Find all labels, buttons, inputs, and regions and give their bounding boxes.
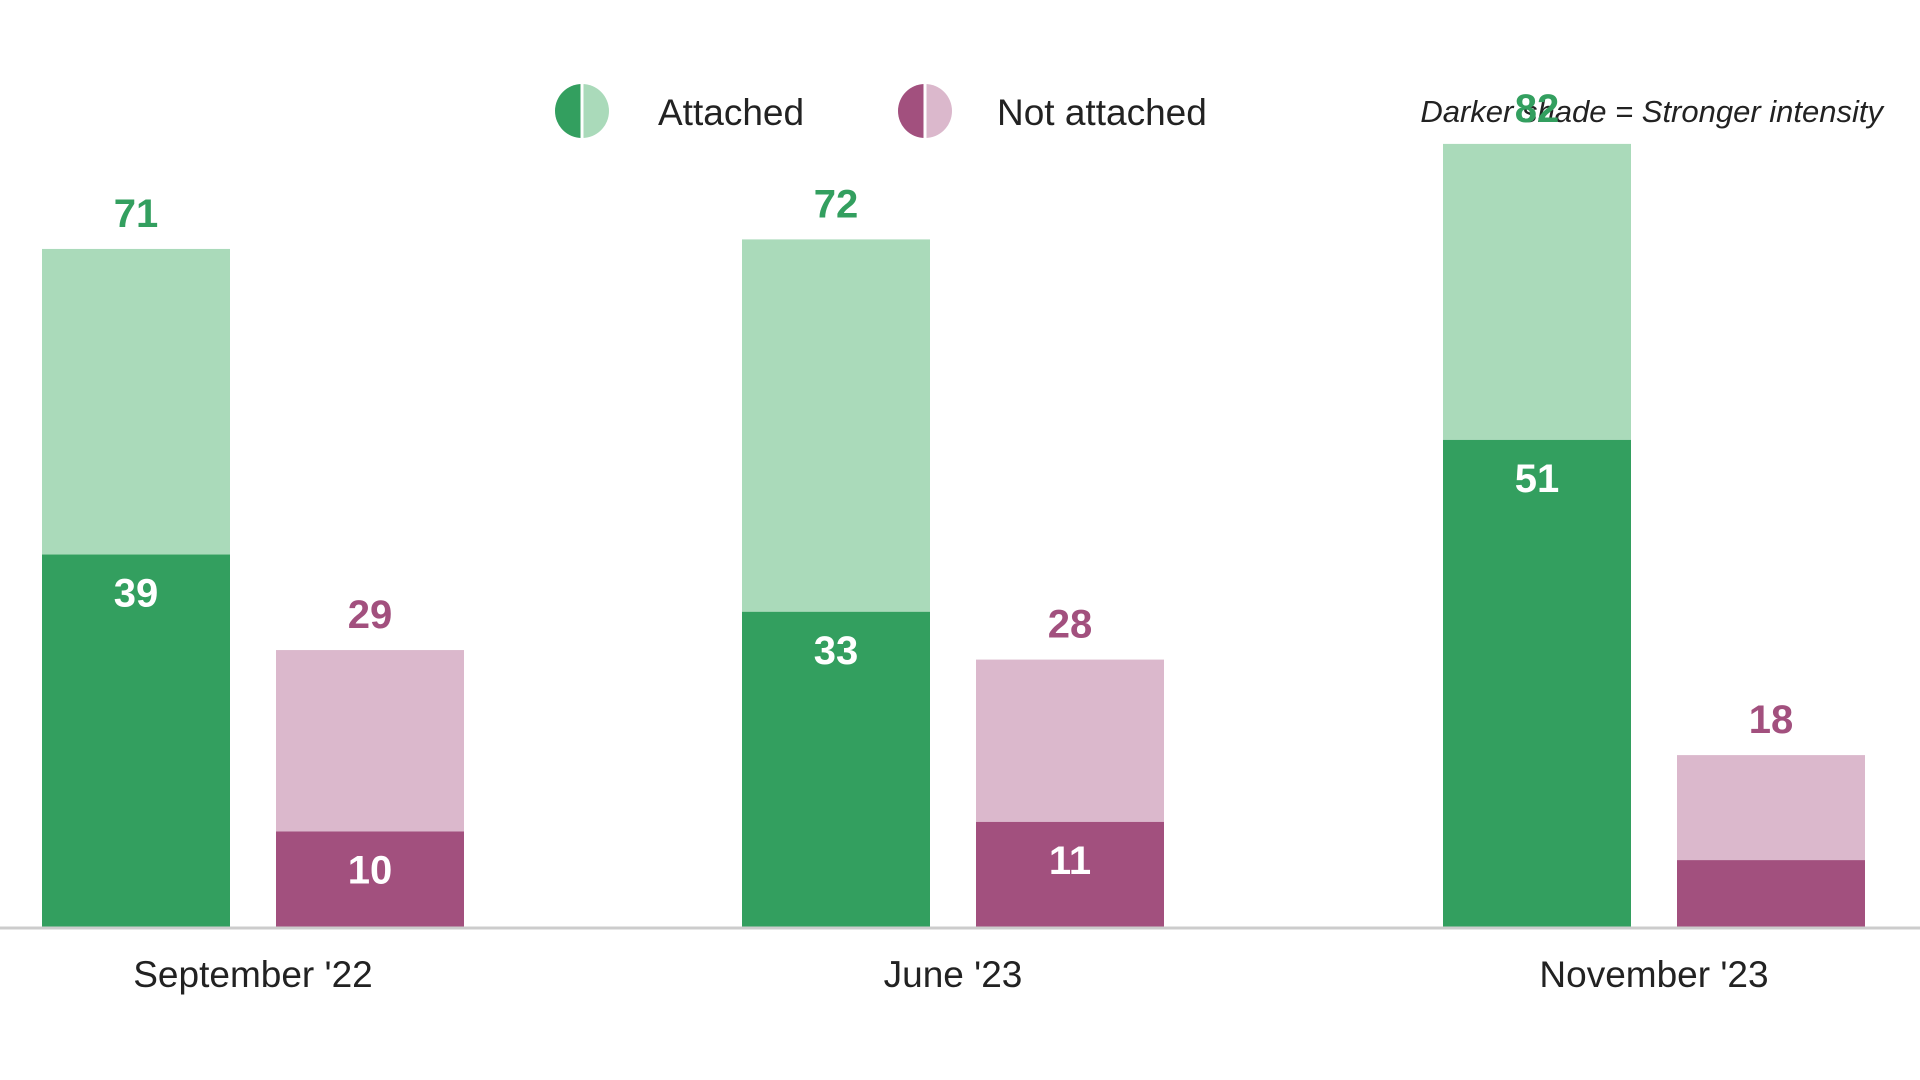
stronger-label-attached-1: 33 [814, 629, 859, 673]
stronger-label-not-attached-1: 11 [1049, 839, 1091, 883]
total-label-attached-2: 82 [1515, 87, 1560, 131]
stronger-label-not-attached-0: 10 [348, 849, 393, 893]
legend-item-attached: Attached [555, 84, 804, 138]
legend: Attached Not attached Darker shade = Stron… [555, 84, 1885, 138]
stronger-label-attached-0: 39 [114, 572, 159, 616]
total-label-attached-1: 72 [814, 182, 859, 226]
bars [42, 143, 1865, 927]
legend-swatch-light-attached [582, 84, 609, 138]
bar-attached-0-stronger [42, 554, 230, 927]
legend-label-attached: Attached [658, 92, 804, 133]
bar-attached-1-stronger [742, 611, 930, 927]
bar-attached-2-stronger [1443, 439, 1631, 927]
legend-swatch-dark-attached [555, 84, 582, 138]
bar-not-attached-1-stronger [976, 821, 1164, 927]
total-label-not-attached-1: 28 [1048, 603, 1093, 647]
stronger-label-attached-2: 51 [1515, 457, 1560, 501]
legend-note: Darker shade = Stronger intensity [1420, 94, 1885, 129]
data-labels: 71 39 29 10 72 33 28 11 82 51 18 [114, 87, 1794, 893]
x-axis: September '22 June '23 November '23 [0, 926, 1920, 995]
legend-item-not-attached: Not attached [898, 84, 1207, 138]
category-label-september-22: September '22 [133, 954, 373, 995]
bar-not-attached-0-stronger [276, 831, 464, 927]
legend-swatch-dark-not-attached [898, 84, 925, 138]
category-label-november-23: November '23 [1539, 954, 1768, 995]
legend-swatch-light-not-attached [925, 84, 952, 138]
bar-not-attached-2-stronger [1677, 860, 1865, 927]
legend-label-not-attached: Not attached [997, 92, 1207, 133]
total-label-attached-0: 71 [114, 192, 159, 236]
total-label-not-attached-2: 18 [1749, 698, 1794, 742]
category-label-june-23: June '23 [884, 954, 1023, 995]
total-label-not-attached-0: 29 [348, 593, 393, 637]
